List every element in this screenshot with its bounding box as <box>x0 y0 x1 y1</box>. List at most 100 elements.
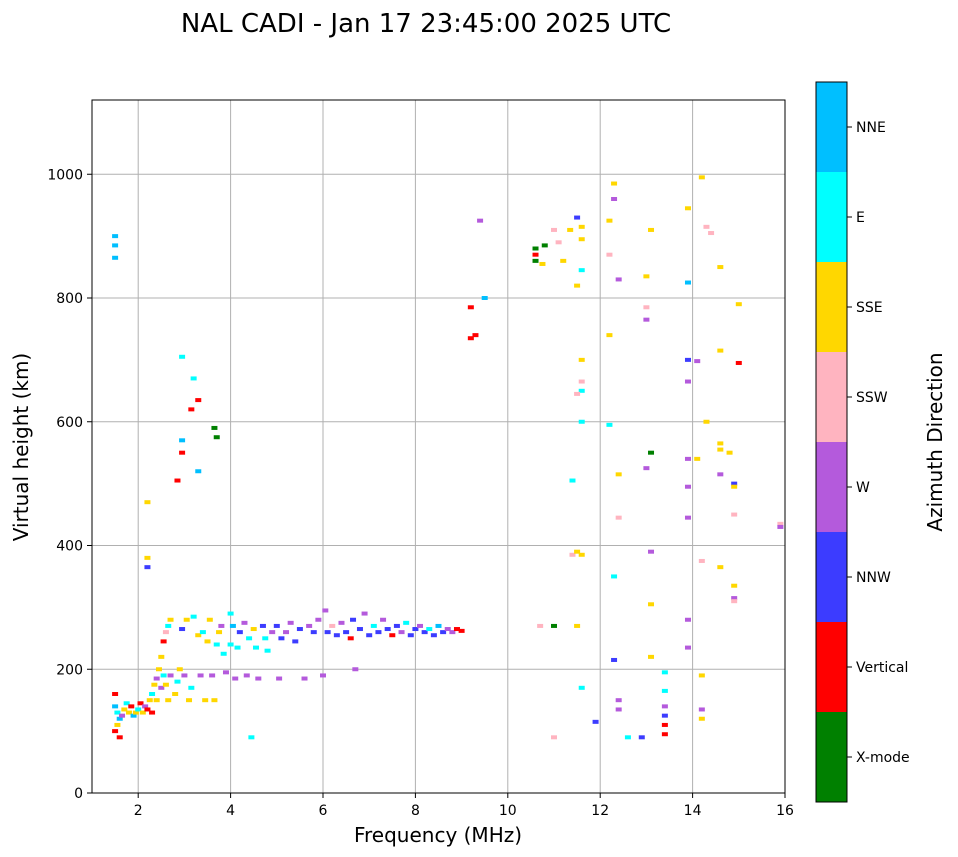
x-tick-label: 2 <box>134 803 143 819</box>
data-point <box>347 636 354 641</box>
data-point <box>149 710 156 715</box>
data-point <box>183 617 190 622</box>
data-point <box>578 419 585 424</box>
data-point <box>123 701 130 706</box>
data-point <box>694 456 701 461</box>
data-point <box>606 333 613 338</box>
data-point <box>551 227 557 232</box>
data-point <box>236 630 243 635</box>
data-point <box>144 565 151 570</box>
data-point <box>648 227 655 232</box>
x-axis-ticks: 2 4 6 8 10 12 14 16 <box>134 793 794 819</box>
data-point <box>537 623 544 628</box>
data-point <box>648 549 655 554</box>
data-point <box>578 268 585 273</box>
data-point <box>160 673 167 678</box>
data-point <box>555 240 562 245</box>
data-point <box>574 623 581 628</box>
data-point <box>574 283 581 288</box>
data-point <box>717 472 724 477</box>
data-point <box>112 704 119 709</box>
data-point <box>578 379 585 384</box>
data-point <box>684 456 691 461</box>
data-point <box>241 620 248 625</box>
data-point <box>643 274 650 279</box>
data-point <box>393 623 400 628</box>
data-point <box>717 565 724 570</box>
data-point <box>248 735 255 740</box>
x-axis-label: Frequency (MHz) <box>354 823 522 847</box>
data-point <box>151 682 158 687</box>
data-point <box>211 425 218 430</box>
data-point <box>292 639 299 644</box>
colorbar-category-label: E <box>856 210 865 226</box>
data-point <box>717 348 724 353</box>
data-point <box>777 524 784 529</box>
data-point <box>181 673 188 678</box>
data-point <box>333 633 340 638</box>
data-point <box>574 549 581 554</box>
data-point <box>717 265 724 270</box>
data-point <box>661 670 668 675</box>
colorbar-label: Azimuth Direction <box>923 352 947 531</box>
data-point <box>142 704 149 709</box>
colorbar-category-label: NNE <box>856 120 886 136</box>
data-point <box>440 630 447 635</box>
data-point <box>578 388 585 393</box>
data-point <box>578 237 585 242</box>
data-point <box>698 175 705 180</box>
data-point <box>179 354 186 359</box>
data-point <box>116 735 123 740</box>
data-point <box>144 555 151 560</box>
data-point <box>615 472 622 477</box>
data-point <box>218 623 225 628</box>
colorbar-category-label: X-mode <box>856 750 910 766</box>
grid <box>92 100 786 794</box>
data-point <box>149 692 156 696</box>
data-point <box>551 735 557 740</box>
data-point <box>174 679 181 684</box>
data-point <box>179 627 186 632</box>
data-point <box>606 218 613 223</box>
data-point <box>731 583 738 588</box>
data-point <box>532 252 539 257</box>
data-point <box>467 305 474 310</box>
data-point <box>329 623 336 628</box>
data-point <box>648 450 655 455</box>
data-point <box>222 670 229 675</box>
data-point <box>211 698 218 703</box>
data-point <box>643 317 650 322</box>
data-point <box>574 215 581 220</box>
data-point <box>195 633 202 638</box>
data-point <box>324 630 331 635</box>
data-point <box>661 704 668 709</box>
data-point <box>481 296 488 300</box>
data-point <box>684 484 691 489</box>
data-point <box>435 623 442 628</box>
data-point <box>179 438 186 443</box>
data-point <box>139 710 146 715</box>
data-point <box>112 255 119 260</box>
data-point <box>160 639 167 644</box>
data-point <box>188 407 195 412</box>
data-point <box>560 258 567 263</box>
data-point <box>121 707 128 712</box>
y-tick-label: 0 <box>74 786 83 802</box>
data-point <box>648 654 655 659</box>
data-point <box>259 623 266 628</box>
data-point <box>352 667 359 672</box>
y-tick-label: 400 <box>56 539 83 555</box>
data-point <box>162 630 169 635</box>
data-point <box>343 630 350 635</box>
data-point <box>412 627 419 632</box>
data-point <box>158 654 165 659</box>
data-point <box>167 673 174 678</box>
data-point <box>449 630 456 635</box>
x-tick-label: 12 <box>591 803 609 819</box>
data-point <box>128 704 135 709</box>
data-point <box>114 710 121 715</box>
data-point <box>661 688 668 693</box>
colorbar-category-label: W <box>856 480 870 496</box>
data-point <box>213 435 220 440</box>
